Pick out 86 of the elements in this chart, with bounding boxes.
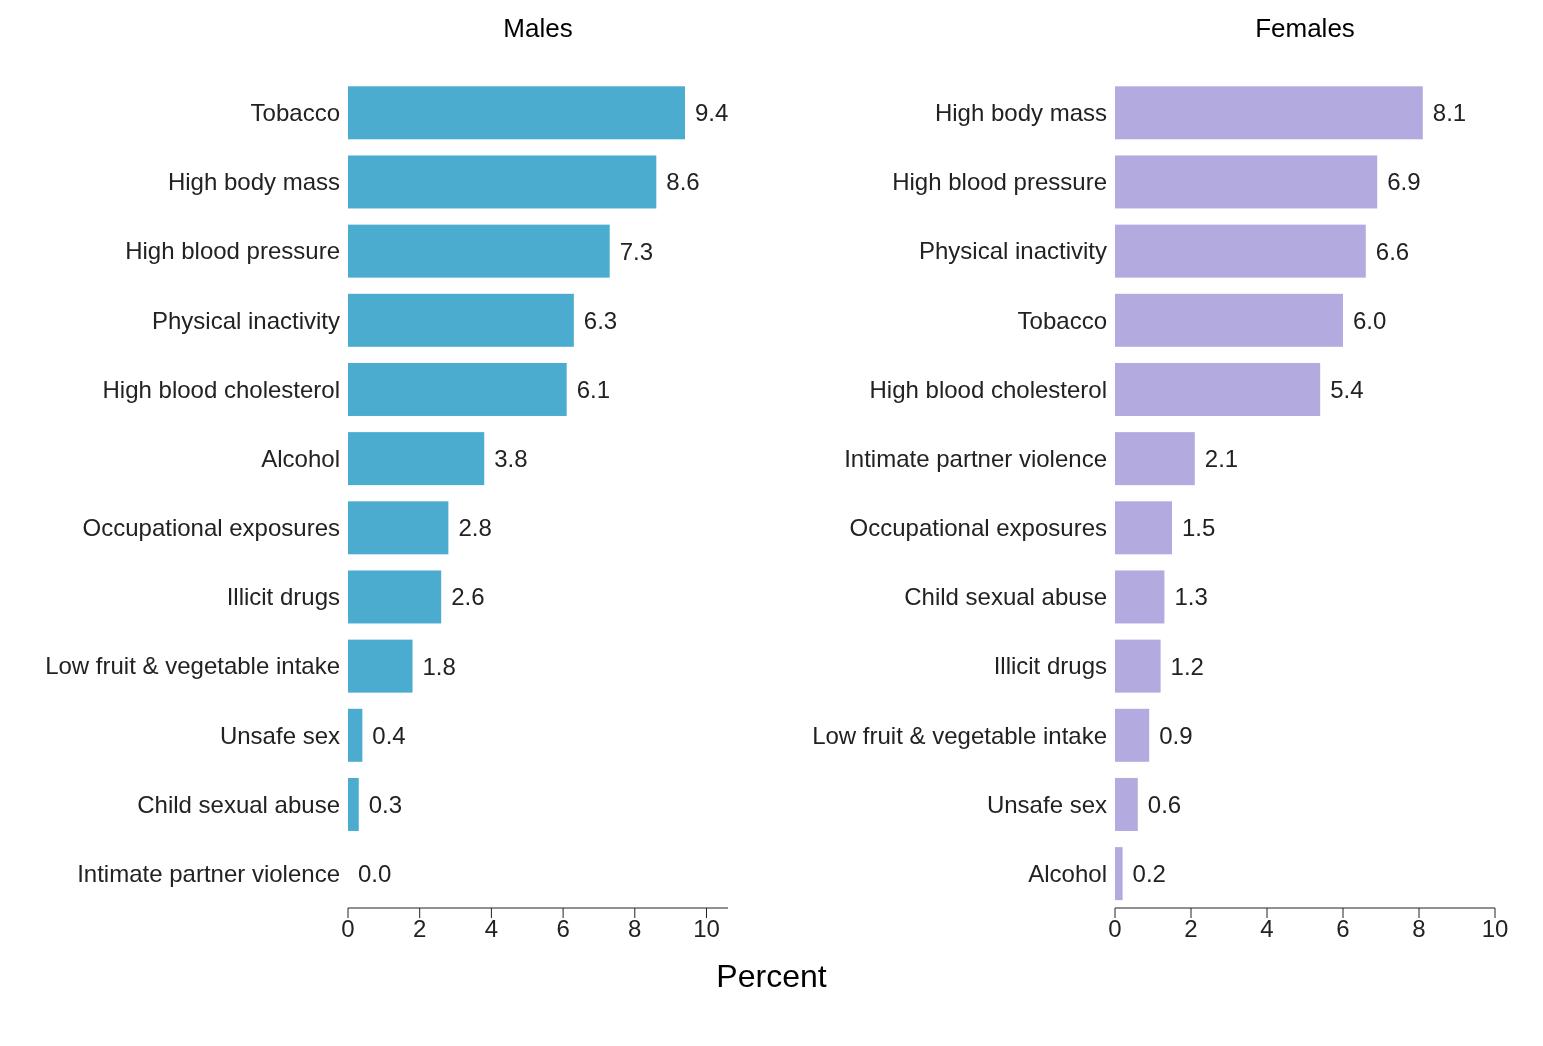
data-label: 3.8 [494, 445, 528, 473]
data-label: 0.3 [368, 790, 403, 818]
data-label: 6.1 [576, 375, 611, 403]
data-label: 7.3 [619, 237, 654, 265]
bar [348, 570, 442, 624]
y-tick-label: Occupational exposures [849, 514, 1107, 542]
bar [1115, 155, 1378, 209]
x-tick-label: 2 [1184, 915, 1198, 943]
x-tick-label: 8 [1412, 915, 1426, 943]
y-tick-label: Intimate partner violence [77, 859, 340, 887]
data-label: 0.0 [358, 860, 392, 888]
bar [1115, 777, 1138, 831]
data-label: 1.3 [1174, 583, 1208, 611]
bar [348, 86, 685, 140]
x-axis-title: Percent [715, 958, 828, 995]
x-tick-label: 6 [556, 915, 570, 943]
y-tick-label: Intimate partner violence [844, 444, 1107, 472]
y-tick-label: High blood pressure [125, 237, 340, 265]
y-tick-label: Occupational exposures [82, 514, 340, 542]
data-label: 5.4 [1330, 375, 1364, 403]
y-tick-label: Alcohol [1028, 859, 1107, 887]
chart-title: Females [1254, 12, 1356, 45]
bar [348, 708, 363, 762]
y-tick-label: High blood pressure [892, 168, 1107, 196]
data-label: 0.6 [1147, 790, 1182, 818]
y-tick-label: Physical inactivity [918, 237, 1107, 265]
y-tick-label: Low fruit & vegetable intake [45, 652, 340, 680]
x-tick-label: 4 [484, 915, 499, 943]
bar [348, 362, 567, 416]
x-tick-label: 0 [1108, 915, 1122, 943]
data-label: 2.6 [451, 583, 485, 611]
x-tick-label: 10 [693, 915, 720, 943]
y-tick-label: Tobacco [250, 99, 340, 127]
data-label: 6.9 [1387, 168, 1421, 196]
data-label: 2.8 [458, 514, 492, 542]
bar [348, 293, 574, 347]
bar [1115, 293, 1343, 347]
bar [348, 224, 610, 278]
bar [348, 501, 449, 555]
x-tick-label: 10 [1481, 915, 1509, 943]
y-tick-label: Illicit drugs [993, 652, 1107, 680]
bar [1115, 639, 1161, 693]
bar [348, 155, 657, 209]
data-label: 6.6 [1375, 237, 1410, 265]
y-tick-label: Tobacco [1017, 306, 1107, 334]
data-label: 2.1 [1204, 445, 1239, 473]
bar [1115, 501, 1172, 555]
bar [1115, 224, 1366, 278]
x-tick-label: 2 [413, 915, 427, 943]
bar [348, 432, 485, 486]
data-label: 0.2 [1132, 860, 1166, 888]
bar [1115, 432, 1195, 486]
bar [1115, 570, 1165, 624]
data-label: 0.9 [1159, 721, 1193, 749]
data-label: 1.8 [422, 652, 456, 680]
data-label: 0.4 [372, 721, 406, 749]
bar [1115, 362, 1321, 416]
y-tick-label: High body mass [934, 99, 1107, 127]
data-label: 6.3 [583, 306, 618, 334]
data-label: 1.2 [1170, 652, 1204, 680]
x-tick-label: 0 [341, 915, 355, 943]
data-label: 1.5 [1182, 514, 1216, 542]
data-label: 9.4 [694, 99, 729, 127]
y-tick-label: Child sexual abuse [904, 583, 1107, 611]
y-tick-label: Low fruit & vegetable intake [812, 721, 1107, 749]
x-tick-label: 4 [1260, 915, 1274, 943]
bar [348, 777, 359, 831]
y-tick-label: Unsafe sex [219, 721, 340, 749]
y-tick-label: High blood cholesterol [869, 375, 1107, 403]
y-tick-label: Child sexual abuse [137, 790, 340, 818]
bar [348, 639, 413, 693]
x-tick-label: 8 [628, 915, 642, 943]
y-tick-label: Illicit drugs [226, 583, 340, 611]
x-tick-label: 6 [1336, 915, 1350, 943]
bar [1115, 86, 1423, 140]
y-tick-label: Alcohol [261, 444, 340, 472]
y-tick-label: Physical inactivity [151, 306, 340, 334]
data-label: 8.6 [666, 168, 700, 196]
y-tick-label: Unsafe sex [986, 790, 1107, 818]
y-tick-label: High body mass [167, 168, 340, 196]
data-label: 8.1 [1432, 99, 1467, 127]
chart-title: Males [502, 12, 574, 45]
bar [1115, 847, 1123, 901]
data-label: 6.0 [1353, 306, 1387, 334]
bar [1115, 708, 1150, 762]
y-tick-label: High blood cholesterol [102, 375, 340, 403]
